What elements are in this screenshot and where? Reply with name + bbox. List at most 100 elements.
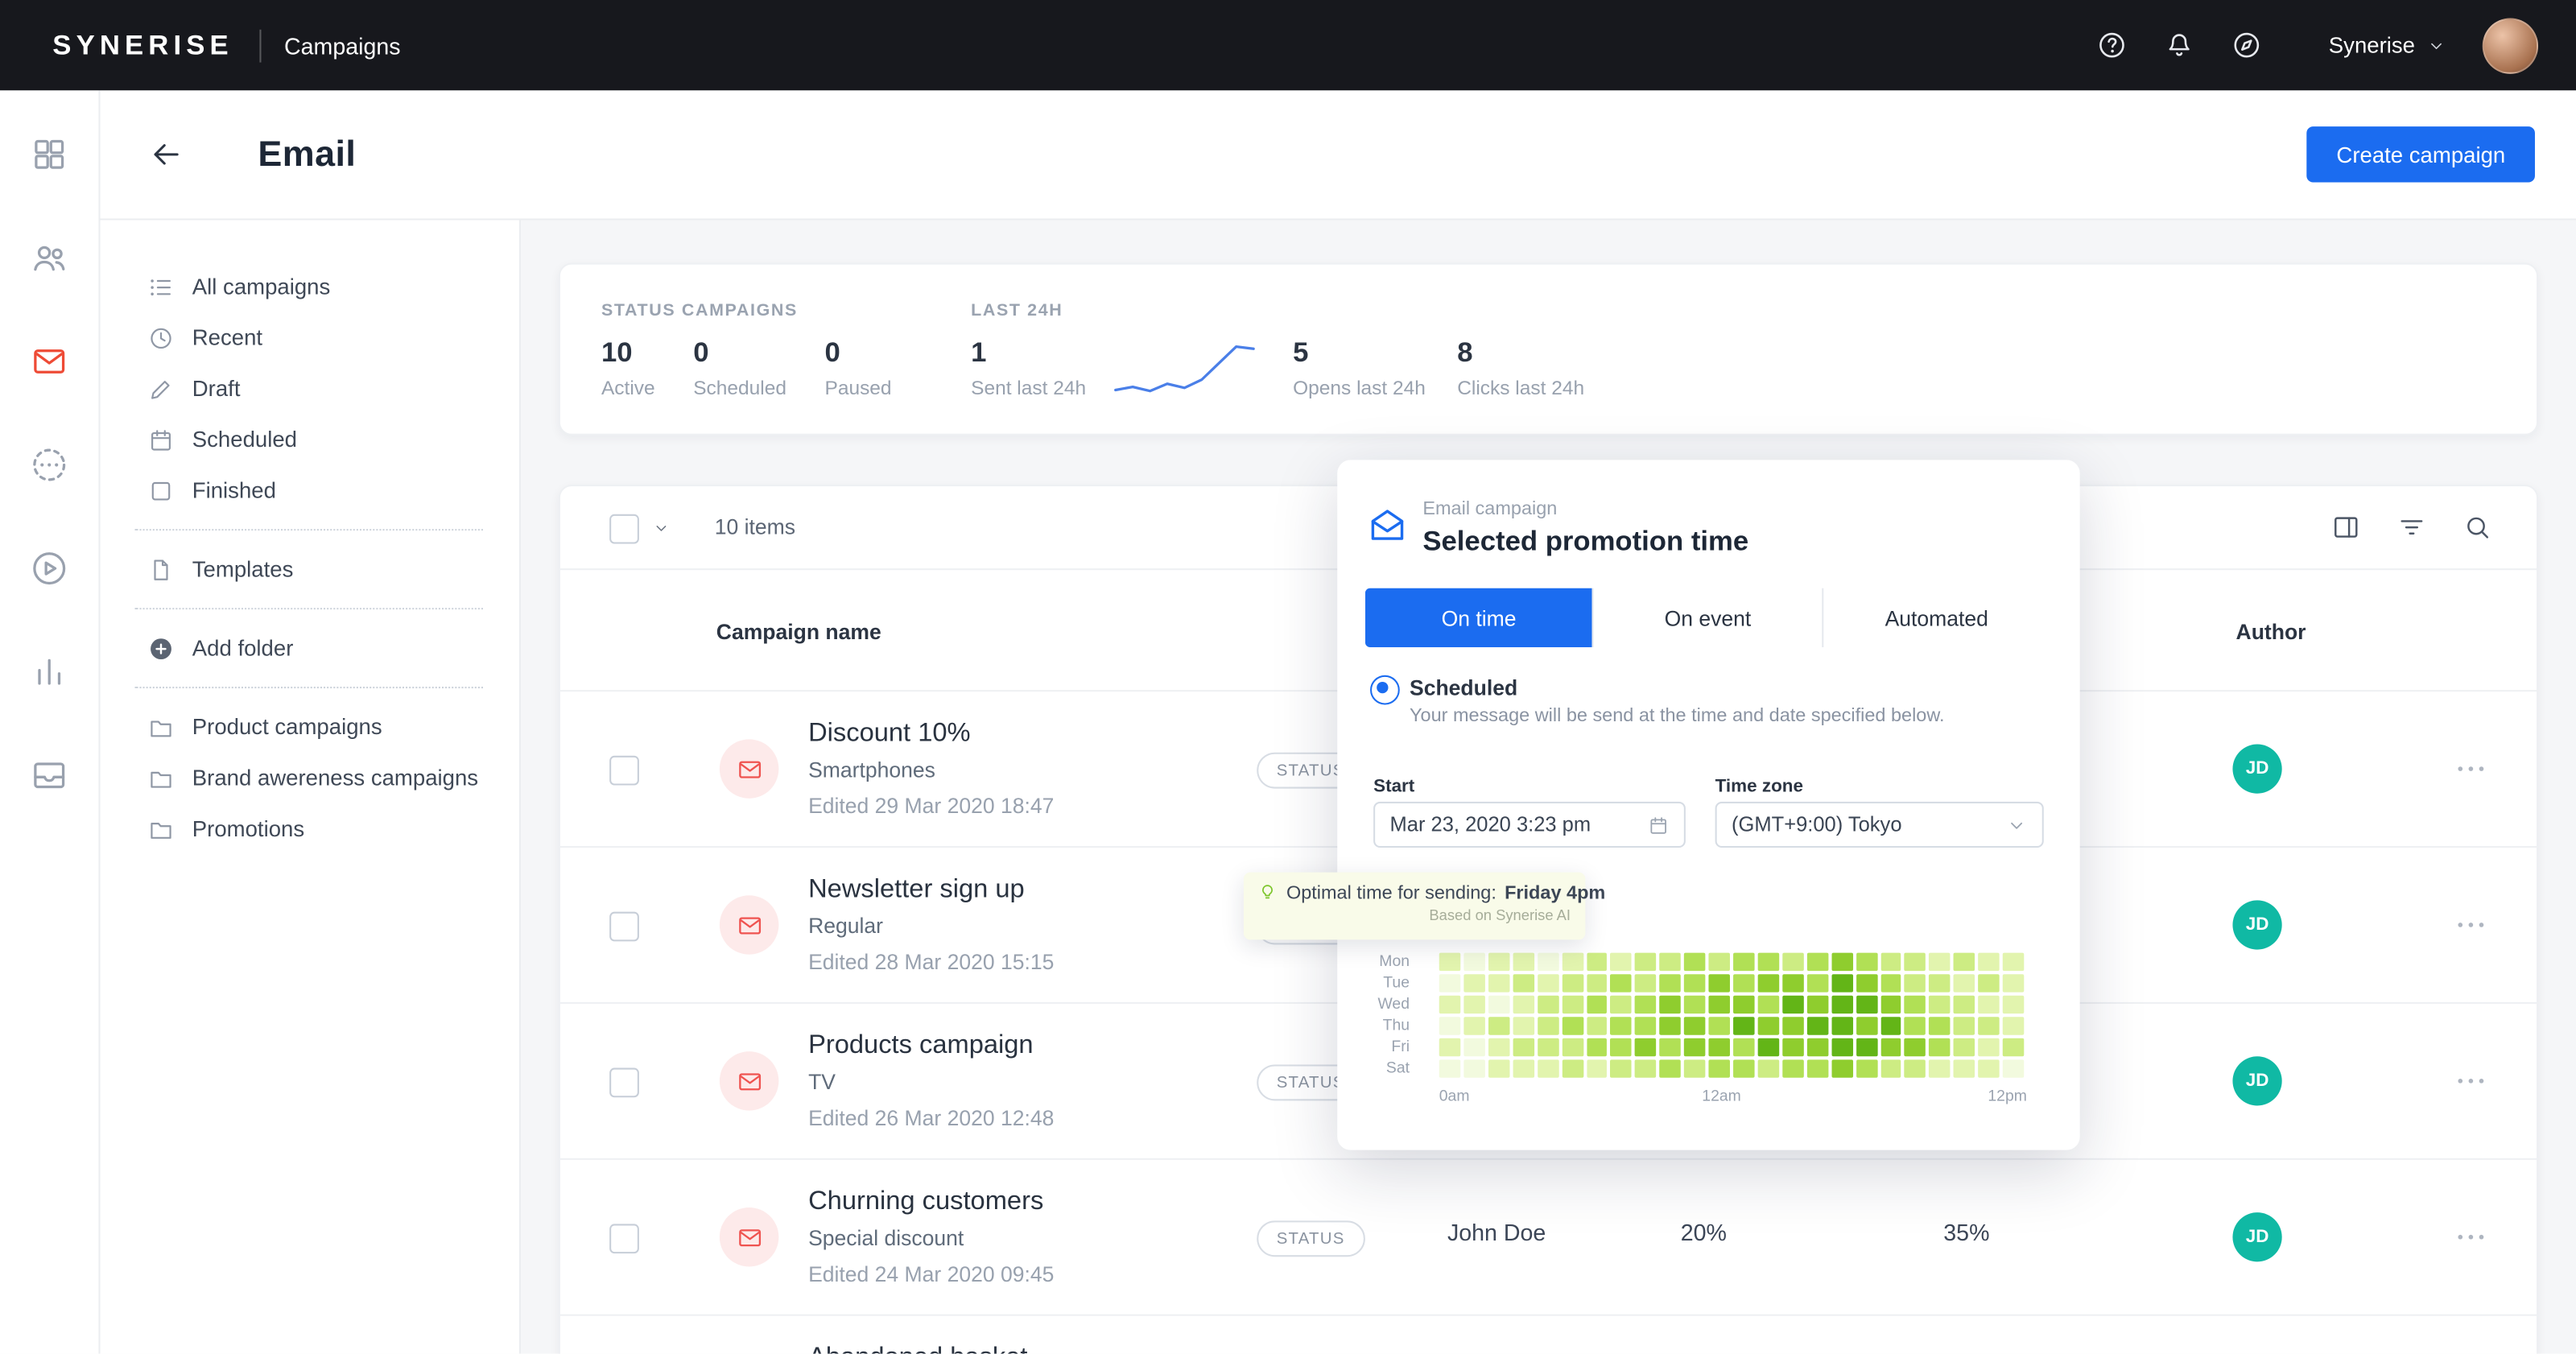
sidebar-item-finished[interactable]: Finished xyxy=(98,465,518,516)
dashboard-icon[interactable] xyxy=(30,134,69,174)
row-menu-icon[interactable] xyxy=(2453,751,2489,787)
start-field-label: Start xyxy=(1373,777,1415,797)
heatmap-cell xyxy=(1488,1017,1509,1035)
scheduled-radio[interactable] xyxy=(1370,675,1400,705)
select-dropdown-chevron-icon[interactable] xyxy=(652,519,670,537)
columns-layout-icon[interactable] xyxy=(2331,513,2361,543)
heatmap-cell xyxy=(1659,952,1682,972)
clock-icon xyxy=(148,324,175,351)
sidebar-folder-brand-awereness-campaigns[interactable]: Brand awereness campaigns xyxy=(98,753,518,803)
sidebar-item-scheduled[interactable]: Scheduled xyxy=(98,414,518,464)
campaign-name-cell: Discount 10% Smartphones Edited 29 Mar 202… xyxy=(808,716,1054,824)
create-campaign-button[interactable]: Create campaign xyxy=(2306,126,2535,183)
heatmap-cell xyxy=(1659,1059,1682,1078)
metric-clicks-last-24h: 8 Clicks last 24h xyxy=(1457,336,1585,399)
synerise-logo[interactable]: SYNERISE xyxy=(52,28,233,60)
tab-on-time[interactable]: On time xyxy=(1364,588,1593,648)
heatmap-row-label-wed: Wed xyxy=(1377,995,1410,1014)
heatmap-cell xyxy=(1757,1038,1779,1057)
help-icon[interactable] xyxy=(2097,30,2128,61)
heatmap-cell xyxy=(1488,974,1509,993)
author-avatar: JD xyxy=(2232,900,2282,950)
heatmap-cell xyxy=(1635,1017,1657,1035)
heatmap-cell xyxy=(1733,1059,1755,1078)
table-body: Discount 10% Smartphones Edited 29 Mar 202… xyxy=(559,691,2537,1354)
email-type-icon xyxy=(719,739,779,799)
heatmap-cell xyxy=(1708,1059,1730,1078)
heatmap-cell xyxy=(1659,1038,1682,1057)
table-row-churning-customers[interactable]: Churning customers Special discount Edited… xyxy=(559,1160,2537,1316)
sidebar-item-draft[interactable]: Draft xyxy=(98,363,518,414)
sidebar-nav-main: All campaigns Recent Draft Scheduled Finishe… xyxy=(98,261,518,515)
topbar-divider xyxy=(259,28,262,62)
sidebar-folder-product-campaigns[interactable]: Product campaigns xyxy=(98,701,518,752)
column-header-author[interactable]: Author xyxy=(2235,619,2306,644)
user-avatar[interactable] xyxy=(2482,17,2539,73)
row-checkbox[interactable] xyxy=(609,755,639,786)
tooltip-text: Optimal time for sending: xyxy=(1286,882,1496,903)
heatmap-cell xyxy=(1684,952,1706,972)
promotion-time-tabs: On time On event Automated xyxy=(1364,588,2050,648)
heatmap-cell xyxy=(1463,952,1485,972)
heatmap-cell xyxy=(1929,1038,1951,1057)
heatmap-cell xyxy=(1757,974,1779,993)
search-icon[interactable] xyxy=(2462,513,2492,543)
heatmap-cell xyxy=(1537,974,1558,993)
heatmap-cell xyxy=(1880,995,1902,1014)
analytics-chart-icon[interactable] xyxy=(30,652,69,691)
row-checkbox[interactable] xyxy=(609,1067,639,1098)
row-checkbox[interactable] xyxy=(609,1224,639,1254)
table-row-products-campaign[interactable]: Products campaign TV Edited 26 Mar 2020 12… xyxy=(559,1004,2537,1160)
heatmap-cell xyxy=(1439,995,1461,1014)
column-header-campaign-name[interactable]: Campaign name xyxy=(716,619,881,644)
campaign-edited: Edited 29 Mar 2020 18:47 xyxy=(808,793,1055,819)
sidebar-folder-promotions[interactable]: Promotions xyxy=(98,803,518,854)
row-checkbox[interactable] xyxy=(609,911,639,942)
notifications-bell-icon[interactable] xyxy=(2165,30,2196,61)
select-all-checkbox[interactable] xyxy=(609,514,639,544)
heatmap-cell xyxy=(1561,1059,1583,1078)
heatmap-cell xyxy=(1635,1038,1657,1057)
timezone-select[interactable]: (GMT+9:00) Tokyo xyxy=(1715,801,2044,848)
campaigns-mail-icon[interactable] xyxy=(30,341,69,381)
more-apps-icon[interactable] xyxy=(30,445,69,485)
workspace-switcher[interactable]: Synerise xyxy=(2329,33,2446,57)
explore-compass-icon[interactable] xyxy=(2231,30,2263,61)
data-drawer-icon[interactable] xyxy=(30,756,69,795)
heatmap-cell xyxy=(1586,1038,1608,1057)
heatmap-cell xyxy=(1757,995,1779,1014)
sidebar-item-recent[interactable]: Recent xyxy=(98,312,518,363)
campaign-subtitle: Regular xyxy=(808,913,884,939)
row-menu-icon[interactable] xyxy=(2453,907,2489,943)
heatmap-cell xyxy=(1905,952,1926,972)
sidebar-item-templates[interactable]: Templates xyxy=(98,544,518,595)
heatmap-cell xyxy=(1513,1059,1534,1078)
sidebar-item-add-folder[interactable]: Add folder xyxy=(98,622,518,673)
heatmap-cell xyxy=(1806,1059,1828,1078)
heatmap-cell xyxy=(1463,1059,1485,1078)
tab-on-event[interactable]: On event xyxy=(1592,588,1822,648)
automation-play-icon[interactable] xyxy=(30,549,69,588)
start-datetime-input[interactable]: Mar 23, 2020 3:23 pm xyxy=(1373,801,1686,848)
table-row-abandoned-basket[interactable]: Abandoned basket xyxy=(560,1316,2537,1353)
row-menu-icon[interactable] xyxy=(2453,1063,2489,1099)
campaign-subtitle: Special discount xyxy=(808,1225,964,1251)
heatmap-cell xyxy=(1537,1017,1558,1035)
heatmap-cell xyxy=(1513,974,1534,993)
heatmap-cell xyxy=(1537,1038,1558,1057)
heatmap-cell xyxy=(1856,952,1877,972)
heatmap-cell xyxy=(1733,974,1755,993)
sidebar-item-all-campaigns[interactable]: All campaigns xyxy=(98,261,518,312)
heatmap-cell xyxy=(1905,1017,1926,1035)
heatmap-cell xyxy=(1806,1038,1828,1057)
calendar-icon xyxy=(148,427,175,453)
row-menu-icon[interactable] xyxy=(2453,1219,2489,1255)
heatmap-cell xyxy=(1586,1017,1608,1035)
stats-card: STATUS CAMPAIGNS LAST 24H 10 Active 0 Sched… xyxy=(558,262,2539,436)
filter-icon[interactable] xyxy=(2397,513,2427,543)
tab-automated[interactable]: Automated xyxy=(1821,588,2050,648)
campaign-name-cell: Products campaign TV Edited 26 Mar 2020 12… xyxy=(808,1029,1054,1136)
back-arrow-icon[interactable] xyxy=(148,136,184,172)
profiles-icon[interactable] xyxy=(30,238,69,278)
heatmap-cell xyxy=(1954,1059,1975,1078)
